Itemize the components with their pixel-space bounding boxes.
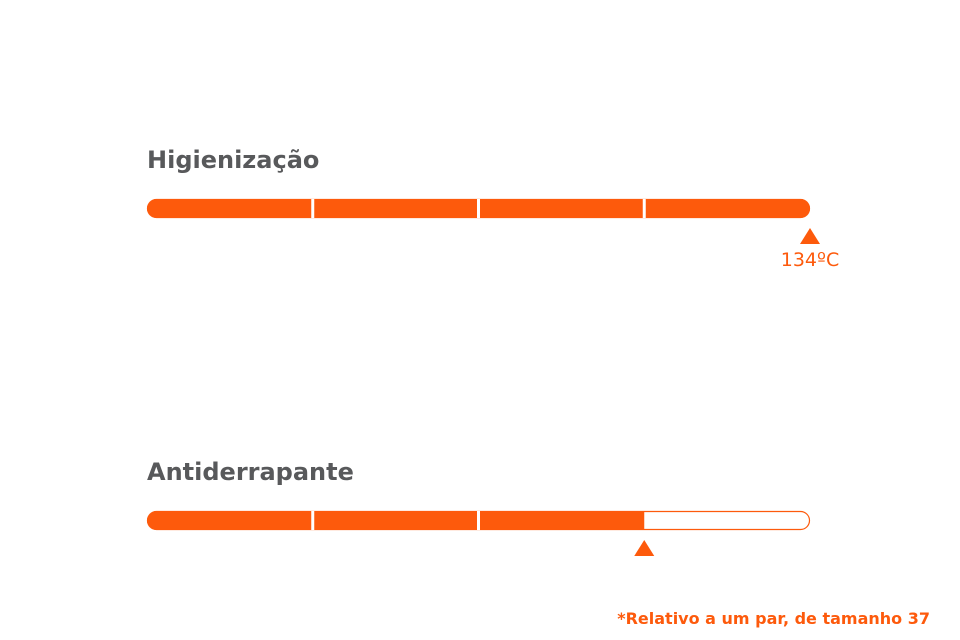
marker [634, 540, 655, 556]
footnote: *Relativo a um par, de tamanho 37 [617, 609, 930, 628]
section-title: Higienização [147, 146, 319, 174]
marker-label: 134ºC [781, 249, 839, 271]
section-title: Antiderrapante [147, 458, 354, 486]
bar-fill [147, 511, 645, 530]
marker [800, 228, 820, 244]
